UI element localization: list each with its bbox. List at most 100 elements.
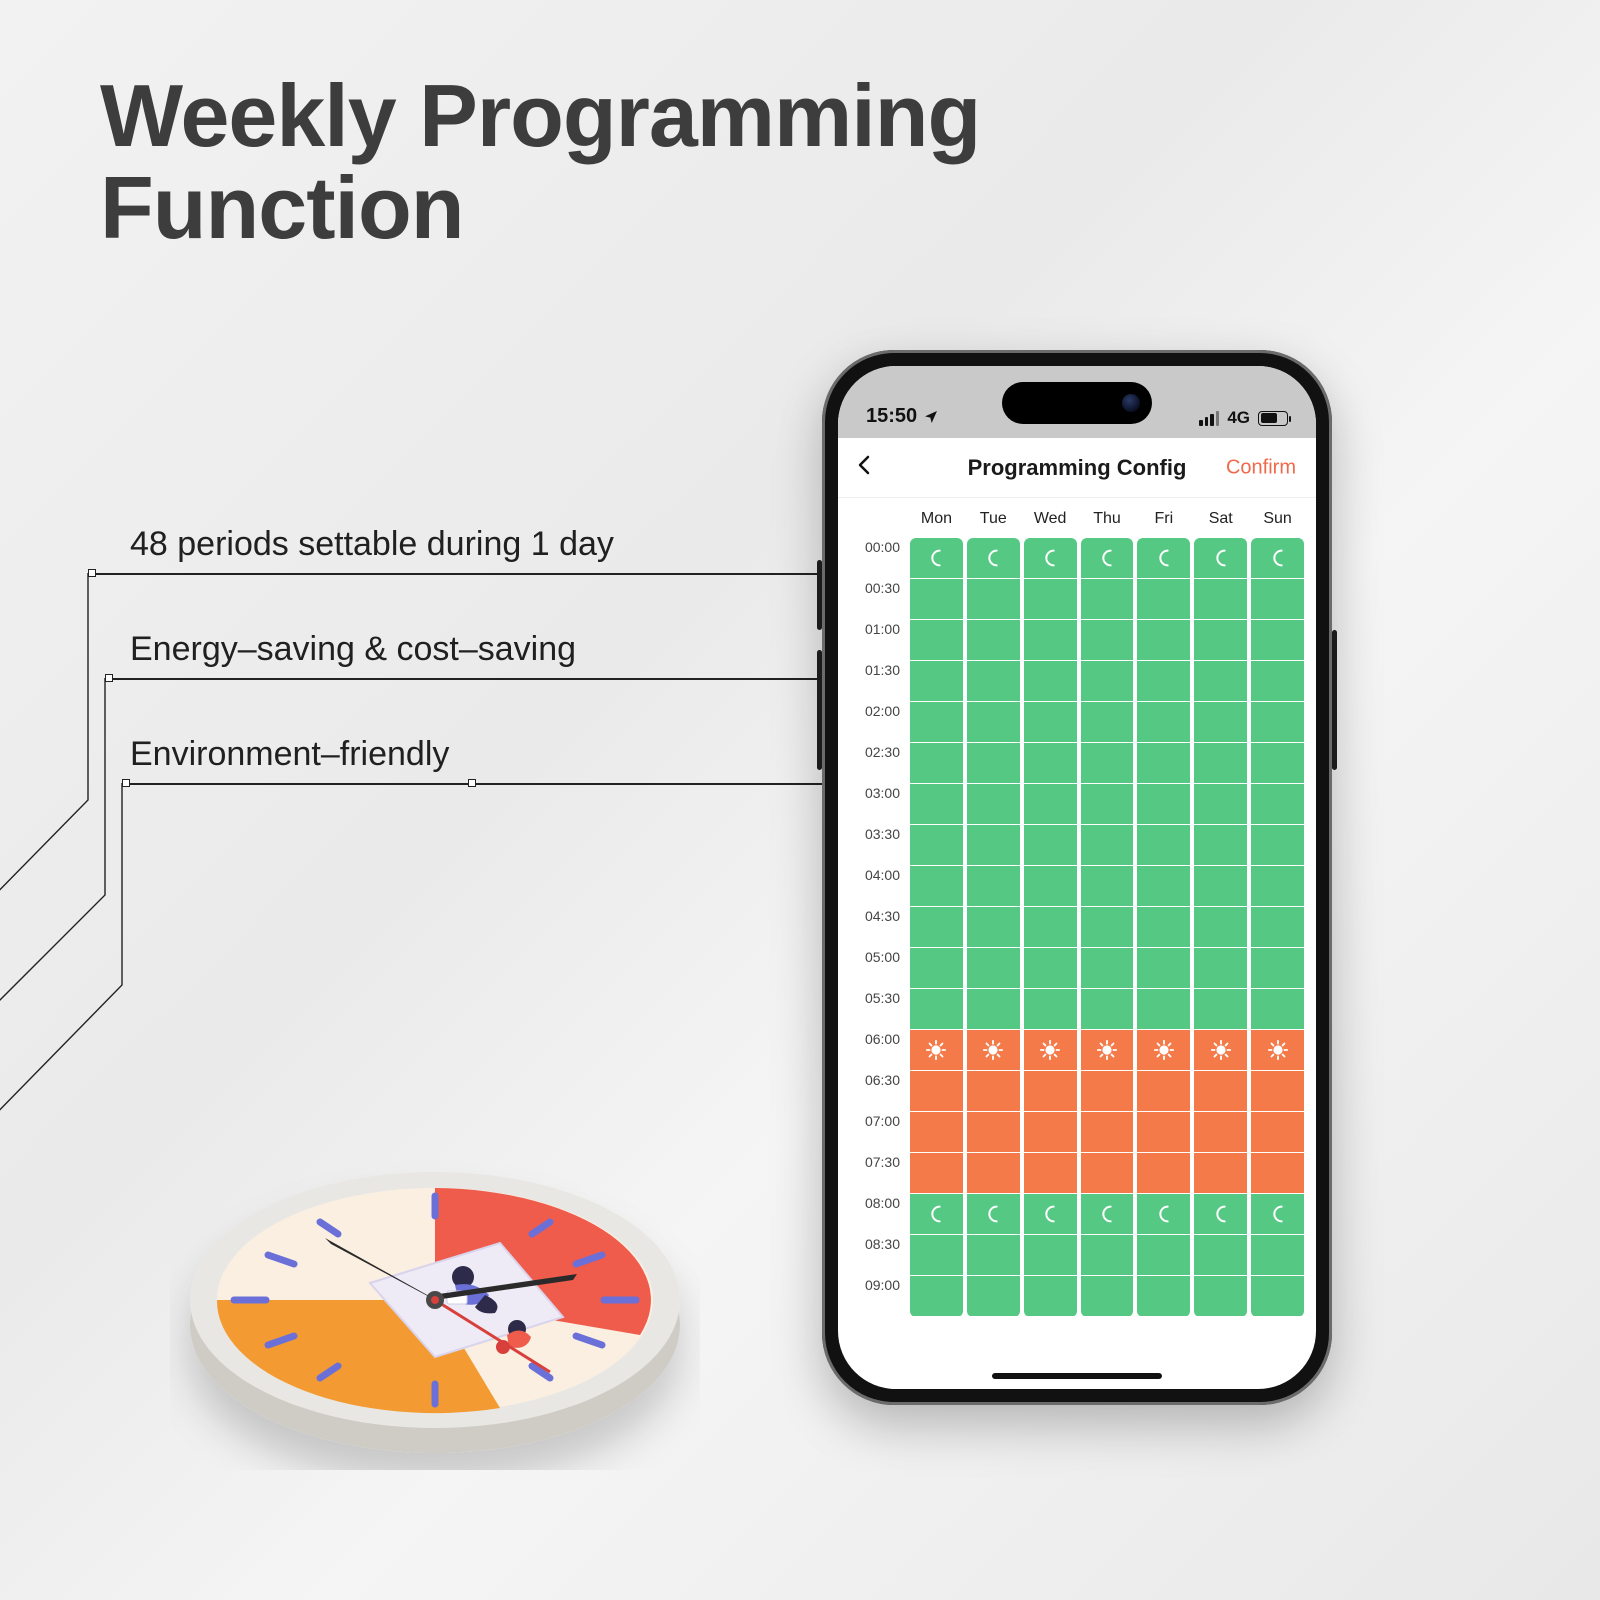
slot-night[interactable] bbox=[1194, 538, 1247, 578]
slot-night[interactable] bbox=[1251, 866, 1304, 906]
slot-night[interactable] bbox=[1194, 743, 1247, 783]
slot-night[interactable] bbox=[1137, 1276, 1190, 1316]
slot-night[interactable] bbox=[1251, 743, 1304, 783]
slot-night[interactable] bbox=[1024, 866, 1077, 906]
slot-night[interactable] bbox=[1194, 1235, 1247, 1275]
slot-night[interactable] bbox=[1081, 1235, 1134, 1275]
slot-night[interactable] bbox=[910, 620, 963, 660]
slot-day[interactable] bbox=[1024, 1071, 1077, 1111]
slot-night[interactable] bbox=[967, 538, 1020, 578]
slot-night[interactable] bbox=[1137, 989, 1190, 1029]
slot-night[interactable] bbox=[1194, 620, 1247, 660]
slot-night[interactable] bbox=[967, 948, 1020, 988]
slot-day[interactable] bbox=[1194, 1030, 1247, 1070]
slot-night[interactable] bbox=[910, 661, 963, 701]
slot-day[interactable] bbox=[1194, 1071, 1247, 1111]
slot-day[interactable] bbox=[967, 1030, 1020, 1070]
slot-night[interactable] bbox=[1137, 620, 1190, 660]
slot-night[interactable] bbox=[967, 1194, 1020, 1234]
slot-night[interactable] bbox=[910, 948, 963, 988]
slot-night[interactable] bbox=[910, 866, 963, 906]
slot-night[interactable] bbox=[967, 1235, 1020, 1275]
slot-night[interactable] bbox=[1081, 989, 1134, 1029]
slot-day[interactable] bbox=[1081, 1153, 1134, 1193]
slot-night[interactable] bbox=[1194, 989, 1247, 1029]
slot-day[interactable] bbox=[1137, 1030, 1190, 1070]
slot-night[interactable] bbox=[1194, 907, 1247, 947]
slot-night[interactable] bbox=[1251, 989, 1304, 1029]
slot-night[interactable] bbox=[1137, 702, 1190, 742]
day-column[interactable] bbox=[910, 538, 963, 1317]
slot-night[interactable] bbox=[1081, 1194, 1134, 1234]
slot-day[interactable] bbox=[1251, 1071, 1304, 1111]
slot-night[interactable] bbox=[1024, 825, 1077, 865]
slot-night[interactable] bbox=[910, 743, 963, 783]
slot-night[interactable] bbox=[967, 1276, 1020, 1316]
slot-night[interactable] bbox=[1137, 538, 1190, 578]
slot-night[interactable] bbox=[910, 538, 963, 578]
slot-night[interactable] bbox=[910, 825, 963, 865]
slot-night[interactable] bbox=[1024, 620, 1077, 660]
slot-night[interactable] bbox=[1024, 743, 1077, 783]
slot-night[interactable] bbox=[1251, 825, 1304, 865]
slot-day[interactable] bbox=[967, 1071, 1020, 1111]
slot-night[interactable] bbox=[1081, 866, 1134, 906]
slot-night[interactable] bbox=[1081, 784, 1134, 824]
slot-night[interactable] bbox=[1194, 579, 1247, 619]
slot-night[interactable] bbox=[967, 907, 1020, 947]
slot-day[interactable] bbox=[1137, 1153, 1190, 1193]
slot-night[interactable] bbox=[1024, 1276, 1077, 1316]
slot-day[interactable] bbox=[1137, 1071, 1190, 1111]
slot-night[interactable] bbox=[1251, 1235, 1304, 1275]
slot-night[interactable] bbox=[1081, 948, 1134, 988]
slot-night[interactable] bbox=[1081, 702, 1134, 742]
slot-day[interactable] bbox=[1251, 1030, 1304, 1070]
slot-night[interactable] bbox=[967, 989, 1020, 1029]
slot-night[interactable] bbox=[967, 743, 1020, 783]
slot-night[interactable] bbox=[1137, 825, 1190, 865]
slot-night[interactable] bbox=[1194, 784, 1247, 824]
slot-night[interactable] bbox=[1251, 784, 1304, 824]
slot-night[interactable] bbox=[1194, 825, 1247, 865]
slot-night[interactable] bbox=[1194, 702, 1247, 742]
slot-night[interactable] bbox=[1137, 1235, 1190, 1275]
slot-night[interactable] bbox=[910, 579, 963, 619]
slot-night[interactable] bbox=[1024, 538, 1077, 578]
slot-night[interactable] bbox=[1137, 743, 1190, 783]
slot-night[interactable] bbox=[1081, 825, 1134, 865]
slot-night[interactable] bbox=[1137, 907, 1190, 947]
slot-night[interactable] bbox=[1194, 1276, 1247, 1316]
slot-night[interactable] bbox=[1194, 866, 1247, 906]
slot-day[interactable] bbox=[910, 1071, 963, 1111]
slot-night[interactable] bbox=[1081, 1276, 1134, 1316]
slot-night[interactable] bbox=[910, 702, 963, 742]
slot-day[interactable] bbox=[1251, 1112, 1304, 1152]
back-button[interactable] bbox=[856, 452, 872, 484]
slot-night[interactable] bbox=[967, 661, 1020, 701]
slot-night[interactable] bbox=[910, 1235, 963, 1275]
slot-night[interactable] bbox=[1137, 1194, 1190, 1234]
slot-night[interactable] bbox=[1137, 661, 1190, 701]
slot-night[interactable] bbox=[910, 1276, 963, 1316]
day-column[interactable] bbox=[1194, 538, 1247, 1317]
slot-day[interactable] bbox=[910, 1153, 963, 1193]
slot-night[interactable] bbox=[1024, 907, 1077, 947]
slot-night[interactable] bbox=[1081, 538, 1134, 578]
slot-day[interactable] bbox=[1024, 1030, 1077, 1070]
slot-day[interactable] bbox=[1081, 1112, 1134, 1152]
slot-night[interactable] bbox=[1024, 948, 1077, 988]
slot-night[interactable] bbox=[967, 784, 1020, 824]
slot-day[interactable] bbox=[910, 1112, 963, 1152]
slot-night[interactable] bbox=[910, 1194, 963, 1234]
slot-night[interactable] bbox=[1251, 579, 1304, 619]
slot-night[interactable] bbox=[1194, 1194, 1247, 1234]
slot-night[interactable] bbox=[910, 907, 963, 947]
slot-night[interactable] bbox=[1251, 948, 1304, 988]
slot-day[interactable] bbox=[1024, 1153, 1077, 1193]
slot-night[interactable] bbox=[1024, 702, 1077, 742]
slot-night[interactable] bbox=[967, 579, 1020, 619]
slot-night[interactable] bbox=[1251, 702, 1304, 742]
slot-day[interactable] bbox=[1081, 1071, 1134, 1111]
slot-day[interactable] bbox=[1194, 1112, 1247, 1152]
slot-night[interactable] bbox=[1081, 620, 1134, 660]
